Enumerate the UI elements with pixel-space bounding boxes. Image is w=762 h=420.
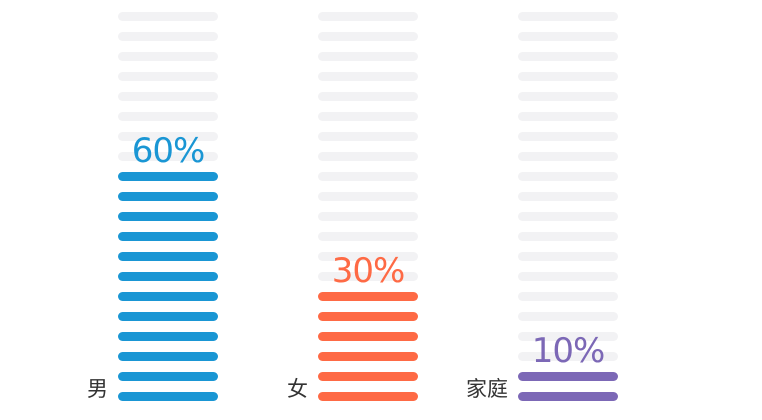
bar-segment-empty — [518, 12, 618, 21]
bar-segment-filled — [118, 212, 218, 221]
bar-1 — [318, 12, 418, 401]
bar-segment-empty — [318, 52, 418, 61]
bar-segment-empty — [118, 92, 218, 101]
bar-segment-filled — [318, 312, 418, 321]
category-label-1: 女 — [287, 377, 308, 401]
bar-segment-empty — [518, 212, 618, 221]
bar-segment-empty — [318, 272, 418, 281]
bar-segment-empty — [318, 192, 418, 201]
bar-segment-empty — [318, 92, 418, 101]
bar-segment-empty — [118, 132, 218, 141]
bar-segment-empty — [518, 292, 618, 301]
bar-segment-empty — [518, 32, 618, 41]
bar-segment-filled — [118, 192, 218, 201]
bar-segment-empty — [318, 212, 418, 221]
bar-segment-empty — [518, 112, 618, 121]
bar-segment-filled — [118, 332, 218, 341]
bar-segment-empty — [318, 232, 418, 241]
bar-segment-filled — [318, 372, 418, 381]
bar-segment-empty — [518, 232, 618, 241]
labels-layer: 60% 男 30% 女 10% 家庭 — [87, 131, 605, 401]
bar-segment-empty — [318, 112, 418, 121]
bar-segment-empty — [518, 352, 618, 361]
bar-segment-filled — [318, 292, 418, 301]
bar-segment-empty — [118, 112, 218, 121]
bar-segment-empty — [518, 132, 618, 141]
bar-segment-filled — [118, 252, 218, 261]
bar-segment-empty — [318, 132, 418, 141]
bar-segment-empty — [318, 152, 418, 161]
bar-segment-empty — [118, 152, 218, 161]
bar-segment-empty — [518, 332, 618, 341]
bar-segment-filled — [518, 372, 618, 381]
bar-segment-empty — [518, 312, 618, 321]
bar-segment-filled — [118, 312, 218, 321]
bar-segment-empty — [318, 32, 418, 41]
bar-segment-filled — [318, 352, 418, 361]
bar-segment-filled — [118, 392, 218, 401]
category-label-2: 家庭 — [466, 377, 508, 401]
bar-segment-empty — [518, 252, 618, 261]
bar-segment-filled — [518, 392, 618, 401]
bar-segment-filled — [118, 272, 218, 281]
bar-2 — [518, 12, 618, 401]
bar-segment-filled — [318, 392, 418, 401]
bar-segment-empty — [318, 252, 418, 261]
value-label-1: 30% — [332, 251, 405, 291]
bar-segment-filled — [118, 172, 218, 181]
bar-segment-empty — [518, 172, 618, 181]
value-label-2: 10% — [532, 331, 605, 371]
bar-segment-empty — [118, 72, 218, 81]
bar-segment-filled — [118, 232, 218, 241]
bar-segment-empty — [318, 12, 418, 21]
bar-0 — [118, 12, 218, 401]
bar-segment-empty — [518, 92, 618, 101]
bar-segment-empty — [518, 192, 618, 201]
bar-segment-filled — [318, 332, 418, 341]
bars-layer — [118, 12, 618, 401]
bar-segment-empty — [518, 152, 618, 161]
bar-segment-empty — [118, 12, 218, 21]
bar-segment-empty — [318, 172, 418, 181]
bar-segment-empty — [118, 32, 218, 41]
bar-segment-filled — [118, 372, 218, 381]
bar-segment-filled — [118, 352, 218, 361]
bar-segment-empty — [518, 52, 618, 61]
value-label-0: 60% — [132, 131, 205, 171]
bar-segment-empty — [318, 72, 418, 81]
bar-segment-empty — [518, 272, 618, 281]
category-label-0: 男 — [87, 377, 108, 401]
bar-segment-empty — [118, 52, 218, 61]
bar-segment-filled — [118, 292, 218, 301]
bar-segment-empty — [518, 72, 618, 81]
